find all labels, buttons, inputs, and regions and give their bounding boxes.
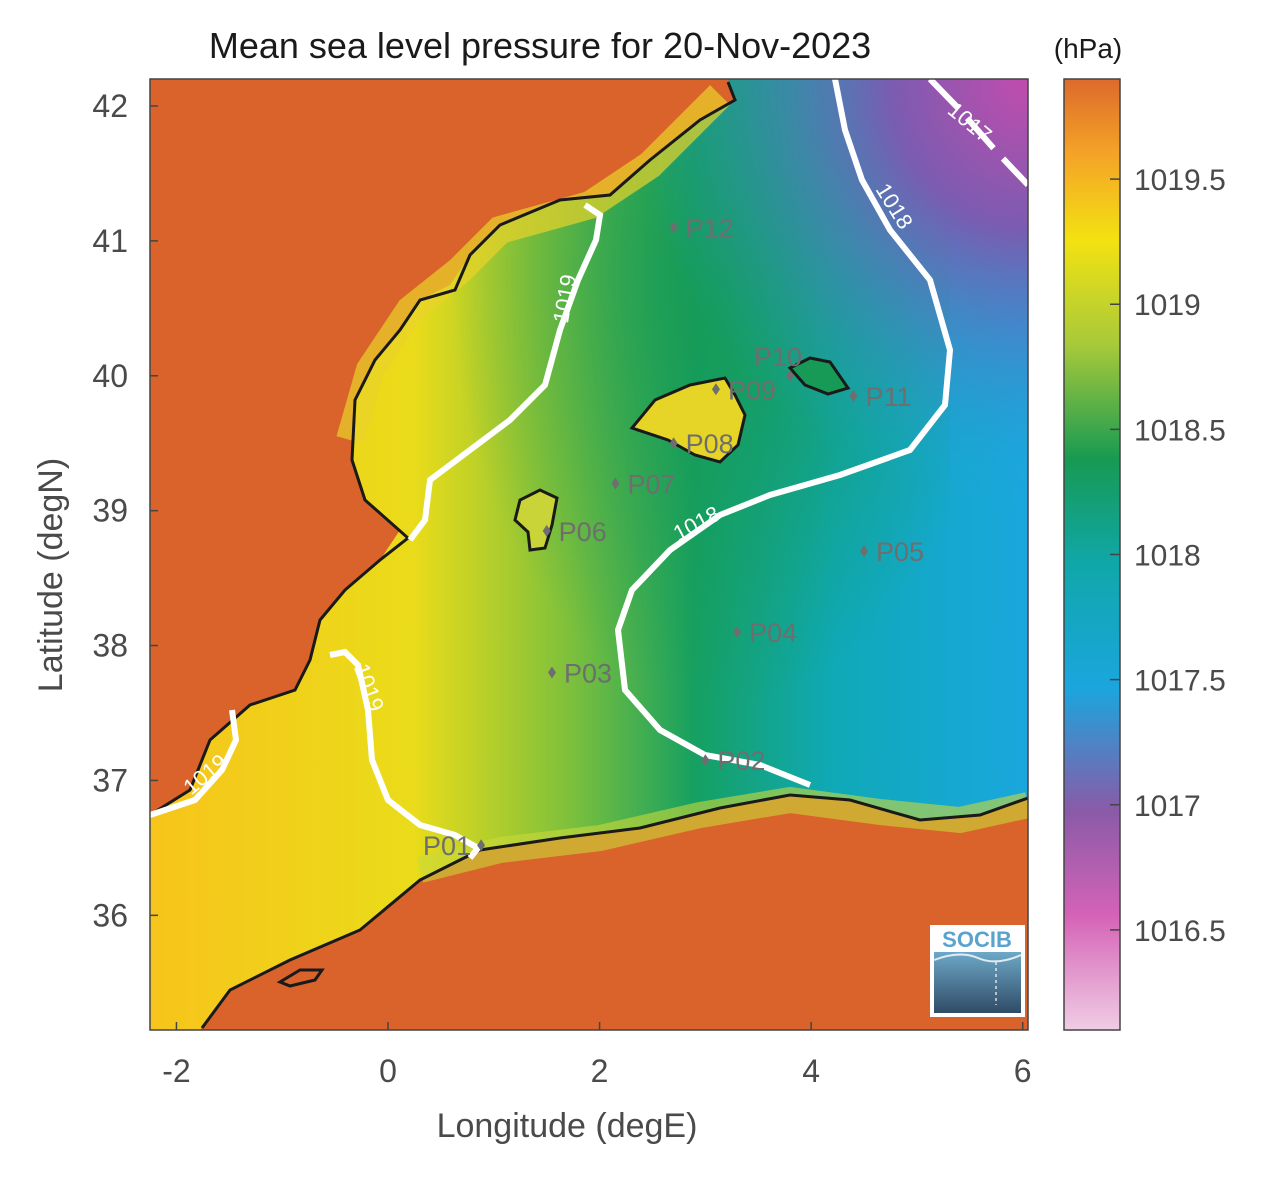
station-marker-p01 [477, 839, 486, 852]
y-tick-label: 41 [92, 223, 128, 259]
isobar-1017 [927, 79, 1028, 188]
station-marker-p05 [860, 545, 869, 558]
station-label-p04: P04 [749, 618, 797, 648]
station-marker-p02 [701, 754, 710, 767]
station-label-p06: P06 [559, 517, 607, 547]
y-tick-label: 37 [92, 762, 128, 798]
x-tick-label: 0 [379, 1053, 397, 1089]
colorbar-tick-label: 1017 [1134, 790, 1201, 823]
station-marker-p04 [733, 626, 742, 639]
colorbar-tick-label: 1018.5 [1134, 414, 1226, 447]
colorbar-tick-label: 1019 [1134, 289, 1201, 322]
x-tick-label: 6 [1014, 1053, 1032, 1089]
colorbar-tick-label: 1019.5 [1134, 164, 1226, 197]
x-axis: -2 0 2 4 6 [162, 1022, 1032, 1089]
isobar-1018 [614, 79, 954, 788]
mallorca-island [629, 376, 747, 464]
isobar-1019-north [407, 202, 604, 542]
station-marker-p11 [849, 390, 858, 402]
station-marker-p03 [547, 666, 556, 679]
isobar-1019-west [150, 709, 240, 818]
y-tick-label: 38 [92, 628, 128, 664]
y-axis: 42 41 40 39 38 37 36 [92, 88, 158, 933]
colorbar-tick-label: 1017.5 [1134, 665, 1226, 698]
coastline-africa [200, 793, 1028, 1029]
station-label-p05: P05 [876, 537, 924, 567]
station-label-p09: P09 [728, 375, 776, 405]
station-label-p11: P11 [865, 382, 911, 412]
station-marker-p06 [542, 524, 551, 537]
map-title: Mean sea level pressure for 20-Nov-2023 [209, 25, 871, 66]
colorbar-ticks: 1019.5 1019 1018.5 1018 1017.5 1017 1016.5 [1110, 164, 1226, 948]
colorbar-tick-label: 1016.5 [1134, 915, 1226, 948]
x-tick-label: 2 [591, 1053, 609, 1089]
station-label-p01: P01 [423, 831, 471, 861]
station-marker-p09 [711, 383, 720, 396]
station-marker-p10 [785, 369, 794, 382]
alboran-island [276, 968, 325, 988]
plot-frame [149, 78, 1029, 1031]
colorbar-tick-label: 1018 [1134, 540, 1201, 573]
plot-area: 1019 1019 1019 1018 1018 1017 P01P02P03P… [150, 79, 1028, 1030]
socib-logo: SOCIB [930, 925, 1025, 1017]
x-axis-label: Longitude (degE) [437, 1107, 698, 1145]
station-label-p03: P03 [564, 659, 612, 689]
y-tick-label: 40 [92, 358, 128, 394]
colorbar-unit: (hPa) [1054, 33, 1122, 64]
station-label-p07: P07 [627, 470, 675, 500]
station-marker-p07 [611, 477, 620, 490]
socib-logo-text: SOCIB [942, 927, 1012, 952]
station-label-p10: P10 [754, 342, 802, 372]
colorbar: (hPa) 1019.5 1019 1018.5 1018 1017.5 1017 1016… [1054, 33, 1226, 1031]
africa-land [200, 795, 1028, 1030]
station-label-p02: P02 [717, 746, 765, 776]
y-axis-label: Latitude (degN) [32, 458, 70, 692]
x-tick-label: 4 [802, 1053, 820, 1089]
y-tick-label: 36 [92, 897, 128, 933]
coastline-iberia [150, 81, 737, 817]
station-marker-p12 [669, 221, 678, 234]
station-label-p12: P12 [686, 213, 734, 243]
iberia-land [150, 79, 735, 815]
x-tick-label: -2 [162, 1053, 190, 1089]
y-tick-label: 42 [92, 88, 128, 124]
menorca-island [787, 356, 851, 396]
station-label-p08: P08 [686, 429, 734, 459]
isobar-1019-south [329, 648, 483, 860]
station-marker-p08 [669, 437, 678, 450]
y-tick-label: 39 [92, 493, 128, 529]
